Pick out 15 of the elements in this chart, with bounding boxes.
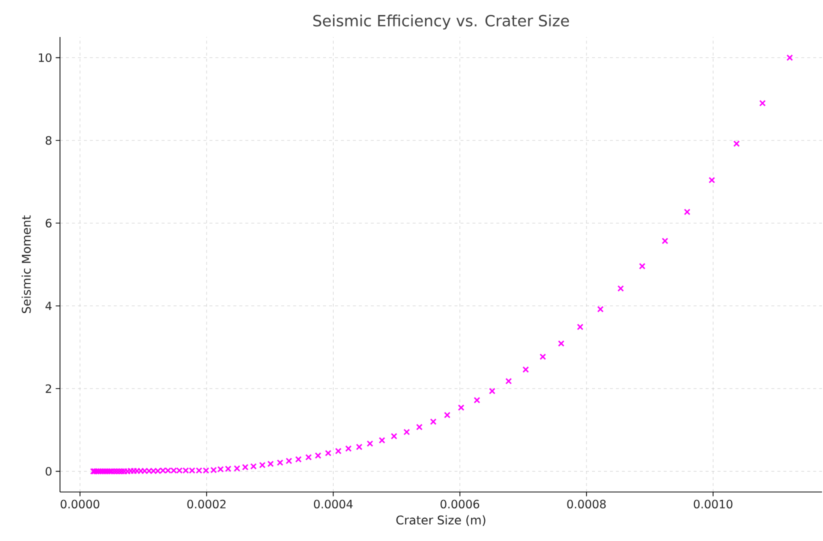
y-tick-label: 8 <box>46 136 52 145</box>
x-tick-label: 0.0006 <box>440 500 480 508</box>
y-axis-title: Seismic Moment <box>22 215 31 314</box>
y-tick-label: 10 <box>38 53 52 62</box>
y-tick-label: 4 <box>46 302 52 310</box>
chart-title: Seismic Efficiency vs. Crater Size <box>313 14 569 30</box>
y-tick-label: 2 <box>46 384 52 393</box>
x-tick-label: 0.0008 <box>567 500 606 508</box>
y-tick-label: 6 <box>46 218 52 228</box>
y-tick-label: 0 <box>46 466 52 476</box>
x-tick-label: 0.0002 <box>187 500 226 508</box>
x-axis-title: Crater Size (m) <box>396 515 486 526</box>
x-tick-label: 0.0004 <box>314 500 353 508</box>
x-tick-label: 0.0010 <box>694 500 732 508</box>
x-tick-label: 0.0000 <box>60 500 100 508</box>
